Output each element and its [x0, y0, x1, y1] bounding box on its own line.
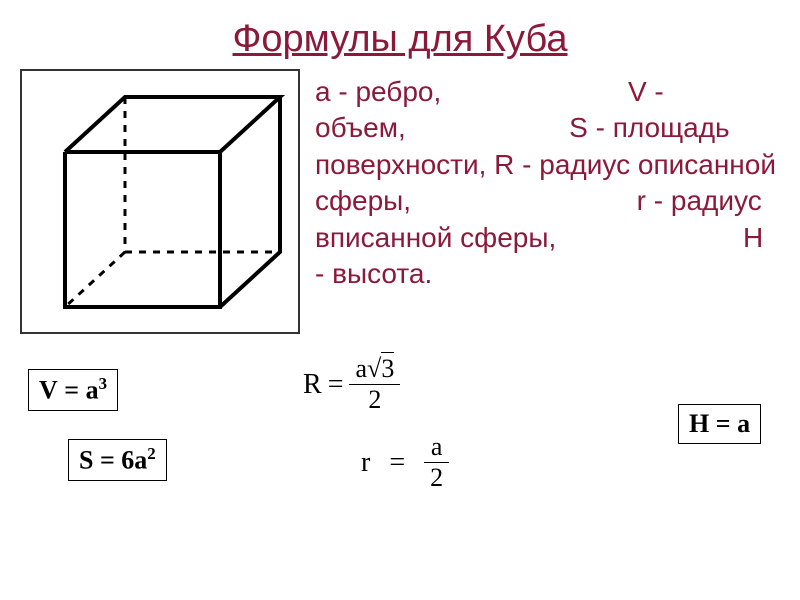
formulas-area: V = a3 S = 6a2 R = a√3 2 r = a 2 H = a	[0, 354, 800, 554]
formula-height: H = a	[678, 404, 761, 444]
cube-icon	[35, 82, 285, 322]
formula-surface: S = 6a2	[68, 439, 167, 481]
cube-figure-frame	[20, 69, 300, 334]
definitions-text: а - ребро, V - объем, S - площадь поверх…	[310, 69, 780, 292]
formula-inscribed-radius: r = a 2	[358, 432, 452, 493]
page-title: Формулы для Куба	[0, 0, 800, 69]
formula-volume: V = a3	[28, 369, 118, 411]
content-row: а - ребро, V - объем, S - площадь поверх…	[0, 69, 800, 334]
formula-circumscribed-radius: R = a√3 2	[300, 354, 403, 415]
